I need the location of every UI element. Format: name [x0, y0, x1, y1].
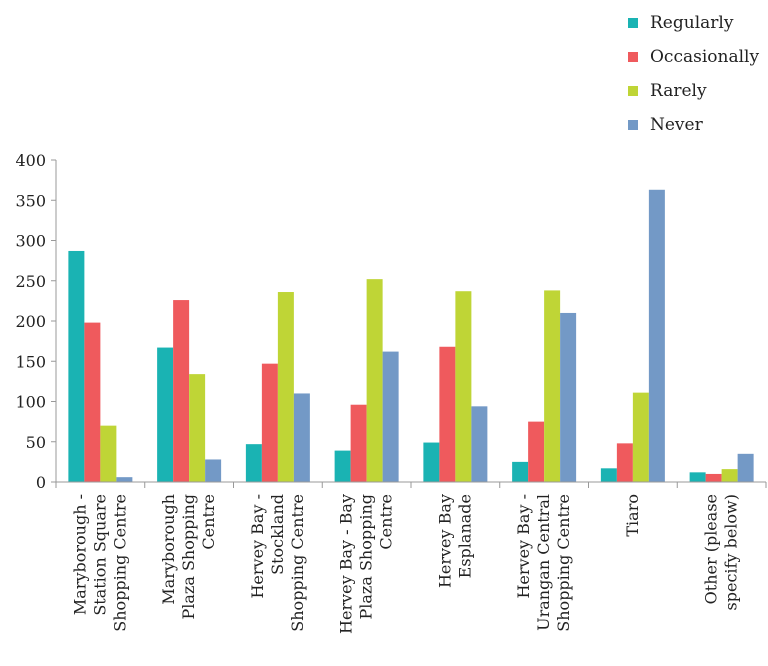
- y-axis: 0 50 100 150 200 250 300 350 400: [15, 151, 57, 492]
- bar-occasionally: [84, 322, 101, 482]
- bar-regularly: [334, 450, 351, 482]
- x-category-label: Maryborough -Station SquareShopping Cent…: [70, 494, 129, 632]
- legend-item-rarely: Rarely: [628, 74, 759, 108]
- x-category-label-line: Station Square: [90, 494, 109, 616]
- bar-never: [560, 312, 577, 482]
- y-tick-label: 400: [15, 151, 46, 170]
- x-category-label: Hervey Bay -Urangan CentralShopping Cent…: [514, 494, 573, 632]
- y-tick-label: 350: [15, 191, 46, 210]
- bar-occasionally: [705, 473, 722, 482]
- x-category-label: MaryboroughPlaza ShoppingCentre: [159, 494, 218, 620]
- bar-rarely: [100, 425, 117, 482]
- legend-label: Rarely: [650, 81, 707, 101]
- legend-label: Never: [650, 115, 703, 135]
- x-category-label: Tiaro: [623, 494, 642, 537]
- legend-swatch: [628, 18, 638, 28]
- bar-regularly: [245, 444, 262, 482]
- x-category-label-line: Esplanade: [455, 494, 474, 578]
- bar-never: [648, 189, 665, 482]
- x-category-label-line: Hervey Bay -: [248, 494, 267, 599]
- y-tick-label: 250: [15, 272, 46, 291]
- bar-rarely: [632, 392, 649, 482]
- x-category-label-line: Maryborough: [159, 494, 178, 605]
- bar-regularly: [68, 250, 85, 482]
- legend-swatch: [628, 52, 638, 62]
- bar-rarely: [544, 290, 561, 482]
- legend-item-never: Never: [628, 108, 759, 142]
- bar-regularly: [512, 461, 529, 482]
- x-category-label-line: Shopping Centre: [288, 494, 307, 632]
- bar-regularly: [157, 347, 174, 482]
- x-category-label-line: Maryborough -: [70, 494, 89, 615]
- y-tick-label: 150: [15, 352, 46, 371]
- bar-regularly: [689, 472, 706, 482]
- legend-swatch: [628, 86, 638, 96]
- x-category-label-line: Shopping Centre: [110, 494, 129, 632]
- bar-occasionally: [528, 421, 545, 482]
- x-axis: Maryborough -Station SquareShopping Cent…: [55, 481, 767, 634]
- bar-rarely: [189, 374, 206, 482]
- x-category-label-line: Plaza Shopping: [357, 494, 376, 620]
- bar-regularly: [600, 468, 617, 482]
- x-category-label-line: Shopping Centre: [554, 494, 573, 632]
- bar-occasionally: [173, 300, 190, 482]
- legend-label: Regularly: [650, 13, 734, 33]
- x-category-label-line: Hervey Bay - Bay: [337, 494, 356, 634]
- legend-label: Occasionally: [650, 47, 760, 67]
- bar-regularly: [423, 442, 440, 482]
- bar-occasionally: [261, 363, 278, 482]
- x-category-label-line: Other (please: [702, 494, 721, 604]
- bar-never: [382, 351, 399, 482]
- x-category-label: Hervey BayEsplanade: [435, 494, 474, 588]
- legend: Regularly Occasionally Rarely Never: [628, 6, 759, 142]
- y-tick-label: 200: [15, 312, 46, 331]
- x-category-label-line: specify below): [722, 494, 741, 610]
- x-category-label: Hervey Bay -StocklandShopping Centre: [248, 494, 307, 632]
- bar-rarely: [721, 469, 738, 482]
- x-category-label-line: Urangan Central: [534, 494, 553, 631]
- x-category-label-line: Stockland: [268, 494, 287, 575]
- x-category-label-line: Centre: [377, 494, 396, 550]
- bar-rarely: [277, 292, 294, 482]
- legend-item-occasionally: Occasionally: [628, 40, 759, 74]
- bar-never: [205, 459, 222, 482]
- x-category-label-line: Tiaro: [623, 494, 642, 537]
- bar-never: [471, 406, 488, 482]
- bar-rarely: [366, 279, 383, 482]
- legend-item-regularly: Regularly: [628, 6, 759, 40]
- x-category-label-line: Plaza Shopping: [179, 494, 198, 620]
- x-category-label-line: Hervey Bay -: [514, 494, 533, 599]
- bar-never: [737, 453, 754, 482]
- y-tick-label: 0: [36, 473, 46, 492]
- bar-occasionally: [439, 346, 456, 482]
- y-tick-label: 50: [26, 433, 46, 452]
- bar-never: [116, 477, 133, 482]
- bar-occasionally: [616, 443, 633, 482]
- x-category-label-line: Centre: [199, 494, 218, 550]
- x-category-label-line: Hervey Bay: [435, 494, 454, 588]
- y-tick-label: 300: [15, 232, 46, 251]
- bar-occasionally: [350, 404, 367, 482]
- x-category-label: Hervey Bay - BayPlaza ShoppingCentre: [337, 494, 396, 634]
- x-category-label: Other (pleasespecify below): [702, 494, 741, 610]
- legend-swatch: [628, 120, 638, 130]
- bars: [68, 189, 754, 482]
- bar-rarely: [455, 291, 472, 482]
- y-tick-label: 100: [15, 393, 46, 412]
- bar-never: [293, 393, 310, 482]
